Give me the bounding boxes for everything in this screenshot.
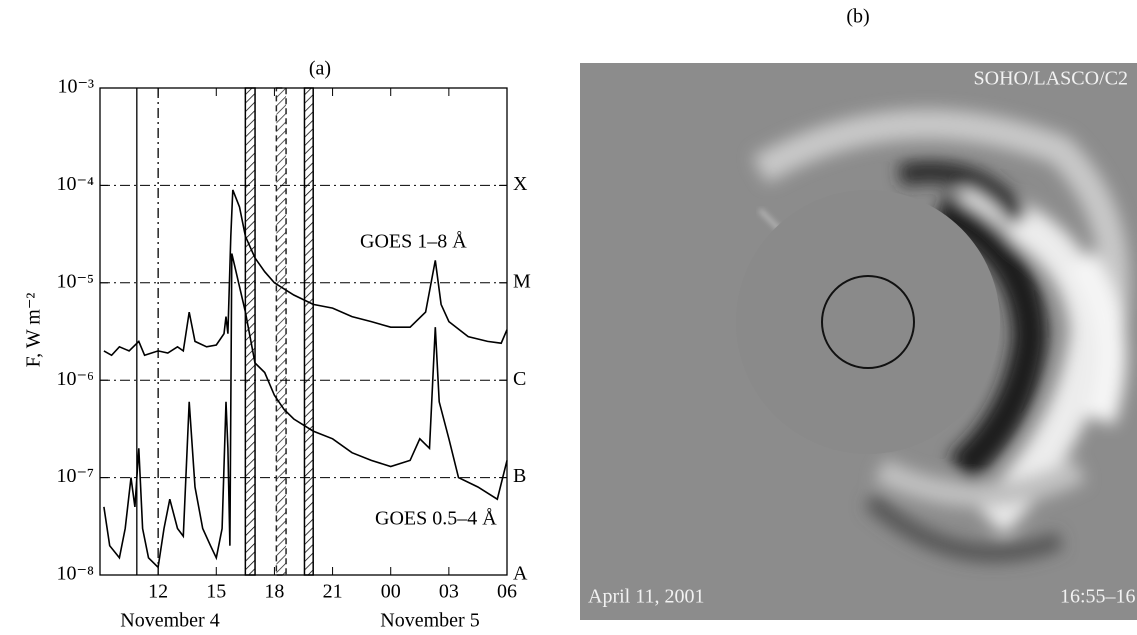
- time-band: [303, 87, 314, 576]
- chart-title: (a): [309, 58, 331, 80]
- y-tick-label: 10⁻⁸: [56, 563, 94, 585]
- date-label: November 5: [380, 610, 479, 632]
- plot-frame: [99, 87, 508, 576]
- y-tick-label: 10⁻⁴: [56, 173, 94, 195]
- series-label: GOES 0.5–4 Å: [375, 508, 497, 530]
- x-tick-label: 06: [497, 581, 517, 603]
- y-tick-label: 10⁻⁵: [56, 270, 94, 292]
- panel-label: (b): [846, 6, 869, 28]
- y-tick-label: 10⁻⁶: [56, 368, 94, 390]
- time-band: [275, 87, 287, 576]
- x-tick-label: 15: [206, 581, 226, 603]
- class-label: B: [513, 465, 526, 487]
- series-line: [103, 189, 508, 357]
- class-label: X: [513, 173, 528, 195]
- instrument-label: SOHO/LASCO/C2: [974, 68, 1128, 90]
- date-label: November 4: [120, 610, 219, 632]
- y-axis-label: F, W m⁻²: [23, 293, 45, 368]
- series-line: [103, 253, 508, 569]
- x-tick-label: 00: [381, 581, 401, 603]
- class-label: A: [513, 563, 528, 585]
- x-tick-label: 12: [148, 581, 168, 603]
- image-date: April 11, 2001: [588, 586, 704, 608]
- x-tick-label: 18: [264, 581, 284, 603]
- image-panel: (b) April 11, 2001 16:55–16:50 SOHO/LASC…: [580, 6, 1137, 620]
- time-band: [244, 87, 256, 576]
- coronagraph-image: April 11, 2001 16:55–16:50: [580, 63, 1137, 620]
- y-tick-label: 10⁻⁷: [56, 465, 94, 487]
- class-label: M: [513, 270, 531, 292]
- x-tick-label: 03: [439, 581, 459, 603]
- series-label: GOES 1–8 Å: [360, 231, 467, 253]
- x-tick-label: 21: [323, 581, 343, 603]
- y-tick-label: 10⁻³: [57, 76, 94, 98]
- image-time: 16:55–16:50: [1060, 586, 1137, 608]
- class-label: C: [513, 368, 526, 390]
